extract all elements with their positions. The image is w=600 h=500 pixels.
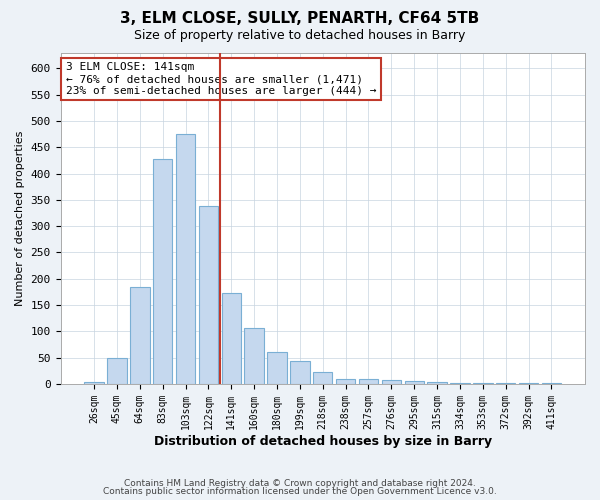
Bar (382, 380, 401, 384)
Bar (473, 383, 493, 384)
Bar (176, 134, 195, 384)
Text: 3 ELM CLOSE: 141sqm
← 76% of detached houses are smaller (1,471)
23% of semi-det: 3 ELM CLOSE: 141sqm ← 76% of detached ho… (66, 62, 376, 96)
Y-axis label: Number of detached properties: Number of detached properties (15, 130, 25, 306)
Text: Contains HM Land Registry data © Crown copyright and database right 2024.: Contains HM Land Registry data © Crown c… (124, 478, 476, 488)
Bar (336, 378, 355, 384)
Bar (404, 382, 424, 384)
Bar (244, 328, 264, 384)
Text: Contains public sector information licensed under the Open Government Licence v3: Contains public sector information licen… (103, 487, 497, 496)
Bar (268, 352, 287, 384)
Text: Size of property relative to detached houses in Barry: Size of property relative to detached ho… (134, 28, 466, 42)
Bar (313, 372, 332, 384)
Bar (85, 382, 104, 384)
Bar (450, 383, 470, 384)
Bar (199, 206, 218, 384)
Bar (427, 382, 447, 384)
Bar (359, 378, 378, 384)
Bar (290, 361, 310, 384)
Bar (153, 159, 172, 384)
Text: 3, ELM CLOSE, SULLY, PENARTH, CF64 5TB: 3, ELM CLOSE, SULLY, PENARTH, CF64 5TB (121, 11, 479, 26)
X-axis label: Distribution of detached houses by size in Barry: Distribution of detached houses by size … (154, 434, 492, 448)
Bar (221, 294, 241, 384)
Bar (130, 286, 149, 384)
Bar (107, 358, 127, 384)
